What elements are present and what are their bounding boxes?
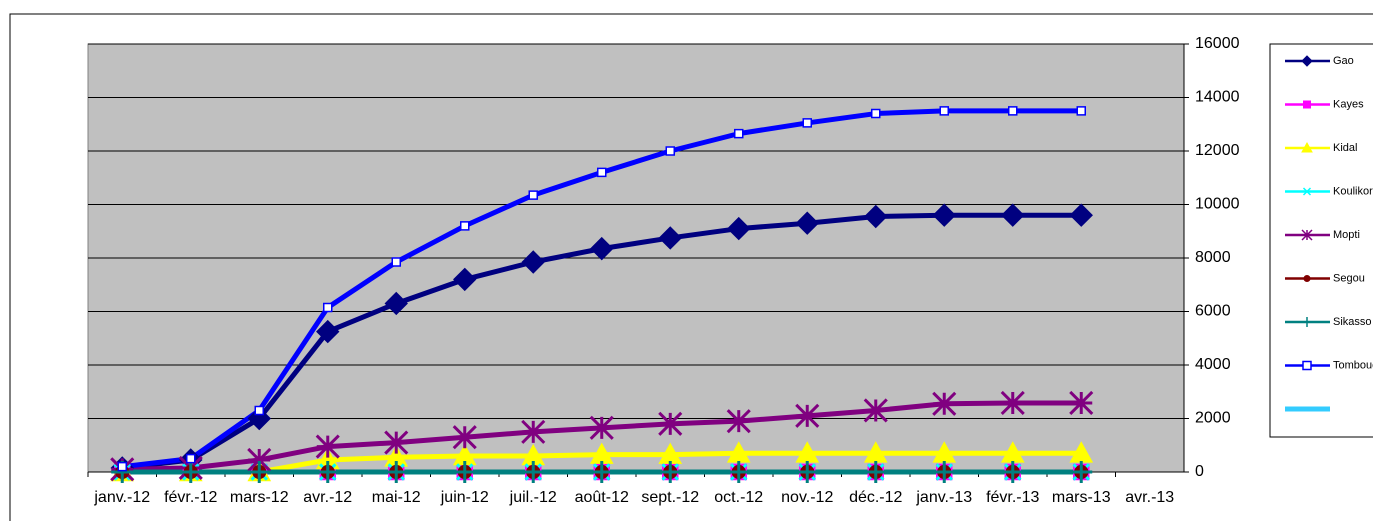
x-tick-label: avr.-12 xyxy=(303,489,352,506)
marker xyxy=(453,267,477,292)
marker xyxy=(316,461,339,483)
marker xyxy=(179,461,202,483)
marker xyxy=(117,461,127,472)
marker xyxy=(871,108,881,119)
marker xyxy=(528,190,538,200)
y-tick-label: 4000 xyxy=(1195,356,1231,373)
legend-label: Mopti xyxy=(1333,229,1360,241)
marker xyxy=(384,291,408,316)
legend-marker xyxy=(1301,141,1313,153)
marker xyxy=(247,406,271,431)
marker xyxy=(247,447,272,473)
marker xyxy=(658,226,682,250)
marker xyxy=(658,411,683,436)
x-tick-label: juin-12 xyxy=(440,489,489,506)
legend-marker xyxy=(1302,317,1312,327)
marker xyxy=(734,128,744,139)
legend-label: Tombouctou xyxy=(1333,359,1373,371)
marker xyxy=(665,146,675,156)
x-tick-label: mars-12 xyxy=(230,489,289,506)
marker xyxy=(316,319,340,344)
marker xyxy=(939,106,949,116)
y-tick-label: 8000 xyxy=(1195,249,1231,266)
legend-marker xyxy=(1303,100,1311,109)
x-tick-label: avr.-13 xyxy=(1125,489,1174,506)
marker xyxy=(864,204,888,229)
marker xyxy=(384,430,409,455)
marker xyxy=(186,453,196,464)
marker xyxy=(1069,203,1093,227)
x-tick-label: févr.-12 xyxy=(164,489,217,506)
x-tick-label: janv.-13 xyxy=(915,489,972,506)
y-tick-label: 6000 xyxy=(1195,303,1231,320)
legend-marker xyxy=(1303,275,1311,282)
x-tick-label: mai-12 xyxy=(372,489,421,506)
x-tick-label: déc.-12 xyxy=(849,489,902,506)
y-tick-label: 0 xyxy=(1195,463,1204,480)
legend-marker xyxy=(1302,360,1312,371)
marker xyxy=(597,167,607,178)
marker xyxy=(1069,390,1094,416)
marker xyxy=(589,415,614,440)
marker xyxy=(863,398,888,423)
x-tick-label: sept.-12 xyxy=(641,489,699,506)
marker xyxy=(1001,461,1024,483)
legend-label: Kidal xyxy=(1333,142,1357,154)
marker xyxy=(932,203,956,227)
legend-label: Sikasso xyxy=(1333,316,1372,328)
marker xyxy=(315,434,340,459)
marker xyxy=(391,257,401,267)
x-tick-label: nov.-12 xyxy=(781,489,833,506)
marker xyxy=(932,391,957,416)
marker xyxy=(795,403,820,428)
marker xyxy=(254,405,264,416)
x-tick-label: févr.-13 xyxy=(986,489,1039,506)
legend-label: Gao xyxy=(1333,55,1354,67)
marker xyxy=(452,425,477,450)
marker xyxy=(864,461,887,483)
marker xyxy=(726,409,751,434)
legend-marker xyxy=(1301,55,1313,67)
marker xyxy=(248,461,271,483)
marker xyxy=(1076,106,1086,116)
marker xyxy=(727,216,751,241)
x-tick-label: juil.-12 xyxy=(509,489,557,506)
marker xyxy=(933,461,956,483)
marker xyxy=(522,461,545,483)
y-tick-label: 16000 xyxy=(1195,35,1240,52)
x-tick-label: mars-13 xyxy=(1052,489,1111,506)
legend-label: Segou xyxy=(1333,272,1365,284)
y-tick-label: 2000 xyxy=(1195,410,1231,427)
marker xyxy=(1070,461,1093,483)
x-tick-label: oct.-12 xyxy=(714,489,763,506)
marker xyxy=(795,211,819,235)
marker xyxy=(727,461,750,483)
legend-label: Kayes xyxy=(1333,98,1364,110)
marker xyxy=(323,302,333,313)
x-tick-label: août-12 xyxy=(575,489,629,506)
marker xyxy=(1000,390,1025,416)
marker xyxy=(796,461,819,483)
legend-marker xyxy=(1301,229,1313,241)
legend xyxy=(1269,43,1373,438)
y-tick-label: 12000 xyxy=(1195,142,1240,159)
marker xyxy=(590,236,614,261)
marker xyxy=(385,461,408,483)
marker xyxy=(521,250,545,274)
marker xyxy=(590,461,613,483)
marker xyxy=(1008,106,1018,116)
marker xyxy=(453,461,476,483)
marker xyxy=(1001,203,1025,227)
legend-marker xyxy=(1302,187,1312,196)
marker xyxy=(460,221,470,231)
marker xyxy=(659,461,682,483)
marker xyxy=(802,118,812,128)
x-tick-label: janv.-12 xyxy=(93,489,150,506)
y-tick-label: 10000 xyxy=(1195,196,1240,213)
y-tick-label: 14000 xyxy=(1195,89,1240,106)
marker xyxy=(521,419,546,444)
legend-label: Koulikoro xyxy=(1333,185,1373,197)
